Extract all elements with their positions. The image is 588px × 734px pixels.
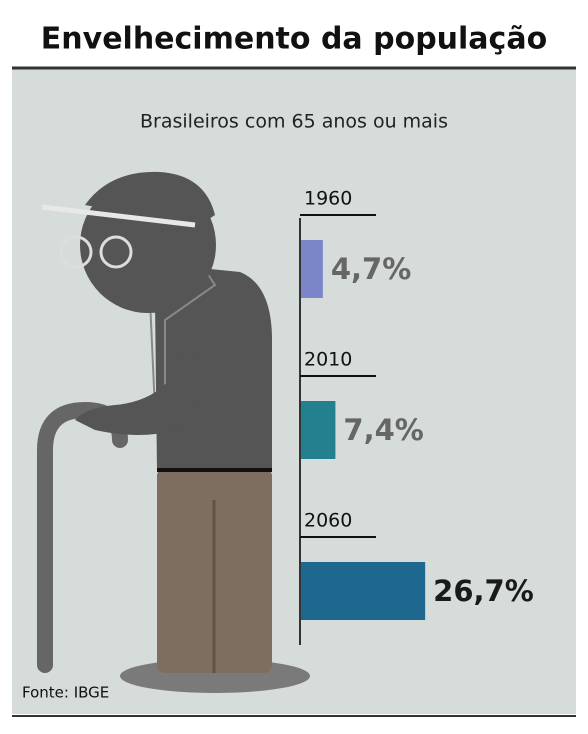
panel xyxy=(12,68,576,714)
subtitle: Brasileiros com 65 anos ou mais xyxy=(140,111,448,133)
chart-title: Envelhecimento da população xyxy=(41,22,547,57)
source: Fonte: IBGE xyxy=(22,684,109,702)
value-label: 26,7% xyxy=(433,574,534,608)
bar xyxy=(301,240,323,298)
elderly-figure xyxy=(37,171,310,693)
bar xyxy=(301,562,426,620)
year-label: 2010 xyxy=(304,349,352,371)
year-label: 1960 xyxy=(304,188,352,210)
year-label: 2060 xyxy=(304,510,352,532)
value-label: 7,4% xyxy=(343,413,423,447)
bar xyxy=(301,401,336,459)
value-label: 4,7% xyxy=(331,252,411,286)
